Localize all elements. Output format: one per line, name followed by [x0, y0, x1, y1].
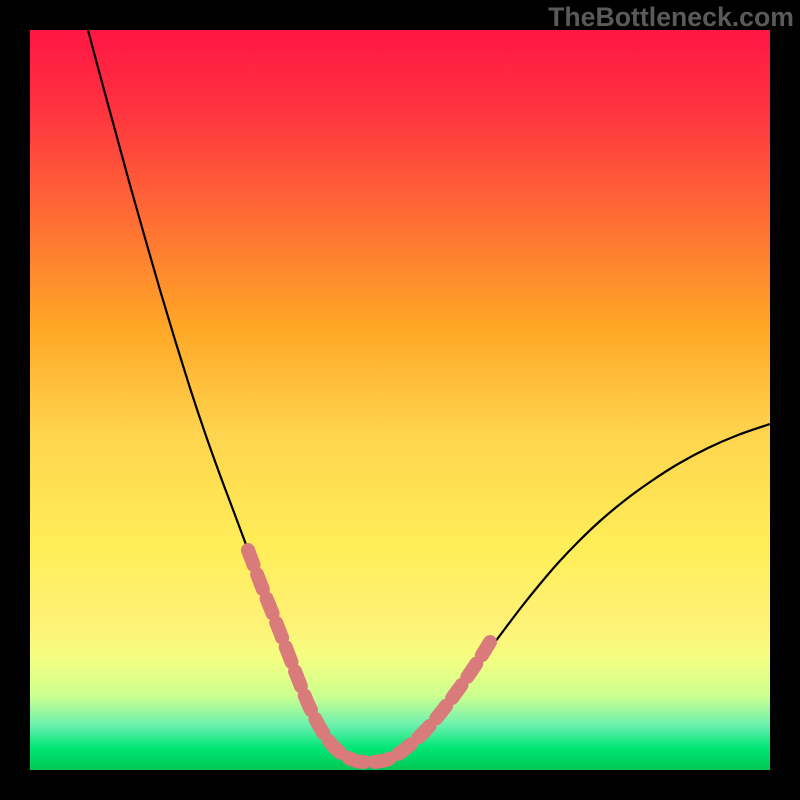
chart-background	[30, 30, 770, 770]
chart-frame	[30, 30, 770, 770]
chart-svg	[30, 30, 770, 770]
watermark-label: TheBottleneck.com	[548, 2, 794, 33]
